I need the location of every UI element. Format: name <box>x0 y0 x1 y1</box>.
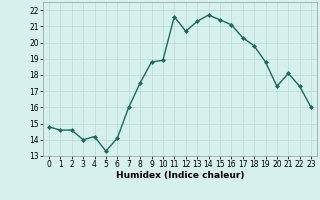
X-axis label: Humidex (Indice chaleur): Humidex (Indice chaleur) <box>116 171 244 180</box>
